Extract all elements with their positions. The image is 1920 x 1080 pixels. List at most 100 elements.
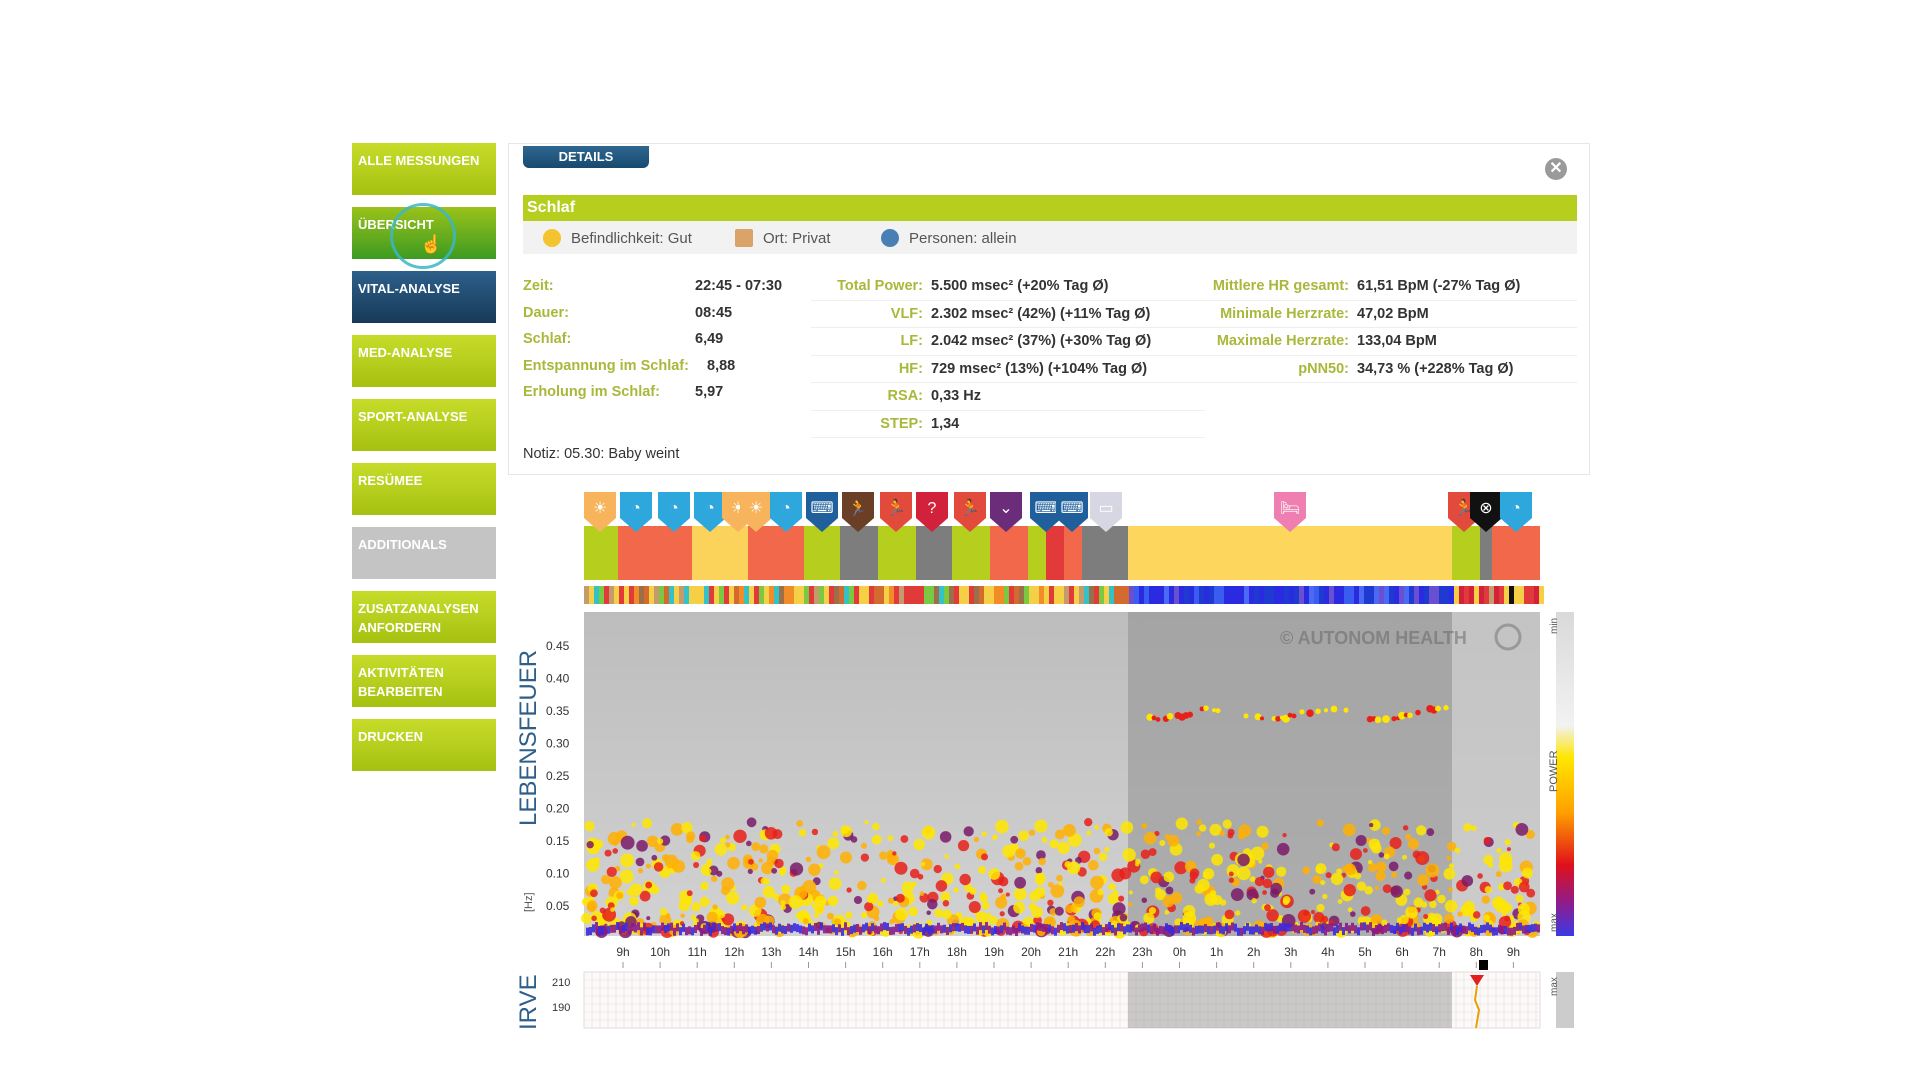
activity-segment[interactable] — [878, 526, 916, 580]
thought-marker-icon[interactable]: ◔ — [694, 492, 726, 532]
hr-strip-cell — [1499, 586, 1504, 604]
hr-strip-cell — [604, 586, 609, 604]
stat-label: Zeit: — [523, 278, 554, 294]
question-marker-icon[interactable]: 🏃 — [880, 492, 912, 532]
stat-label: STEP: — [880, 415, 923, 432]
nav-item-drucken[interactable]: DRUCKEN — [352, 719, 496, 771]
hr-strip-cell — [1254, 586, 1259, 604]
hr-strip-cell — [639, 586, 644, 604]
hr-strip-cell — [1124, 586, 1129, 604]
activity-segment[interactable] — [990, 526, 1028, 580]
x-tick-label: 1h — [1210, 945, 1223, 959]
hr-strip-cell — [1419, 586, 1424, 604]
hr-strip-cell — [1204, 586, 1209, 604]
hr-strip-cell — [1529, 586, 1534, 604]
hr-strip-cell — [1074, 586, 1079, 604]
x-tick-label: 21h — [1058, 945, 1078, 959]
hr-strip-cell — [714, 586, 719, 604]
sun-marker-icon[interactable]: ☀ — [584, 492, 616, 532]
monitor-marker-icon[interactable]: ⌨ — [1056, 492, 1088, 532]
nav-item-alle-messungen[interactable]: ALLE MESSUNGEN — [352, 143, 496, 195]
x-tick-label: 8h — [1470, 945, 1483, 959]
nav-item-label: AKTIVITÄTEN BEARBEITEN — [358, 665, 444, 699]
activity-strip[interactable]: ☀ ◔ ◔ ◔ ☀ ☀ ◔ ⌨ 🏃 🏃? 🏃 ⌄ ⌨ ⌨ ▭ 🛏 🏃 ⊗ ◔ — [584, 492, 1540, 580]
hr-strip-cell — [1354, 586, 1359, 604]
stat-label: Maximale Herzrate: — [1216, 333, 1349, 349]
activity-segment[interactable] — [840, 526, 878, 580]
hr-strip-cell — [1119, 586, 1124, 604]
hr-strip-cell — [1539, 586, 1544, 604]
hr-strip-cell — [1494, 586, 1499, 604]
hr-strip-cell — [1029, 586, 1034, 604]
activity-segment[interactable] — [1492, 526, 1540, 580]
activity-segment[interactable] — [952, 526, 990, 580]
marker-icon[interactable]: ◔ — [1500, 492, 1532, 532]
hr-strip-cell — [1284, 586, 1289, 604]
hr-strip-cell — [1129, 586, 1134, 604]
chevron-marker-icon[interactable]: 🏃 — [954, 492, 986, 532]
activity-segment[interactable] — [748, 526, 804, 580]
thought-marker-icon[interactable]: ⊗ — [1470, 492, 1502, 532]
thought-marker-icon[interactable]: ☀ — [740, 492, 772, 532]
hr-strip-cell — [969, 586, 974, 604]
stat-value: 133,04 BpM — [1357, 333, 1437, 349]
nav-item-resümee[interactable]: RESÜMEE — [352, 463, 496, 515]
hr-strip-cell — [1034, 586, 1039, 604]
activity-segment[interactable] — [1480, 526, 1492, 580]
close-icon[interactable]: ✕ — [1545, 158, 1567, 180]
bed-marker-icon[interactable]: ▭ — [1090, 492, 1122, 532]
legend-max-label: max — [1549, 913, 1560, 932]
nav-item-zusatzanalysen-anfordern[interactable]: ZUSATZANALYSEN ANFORDERN — [352, 591, 496, 643]
hr-strip-cell — [1054, 586, 1059, 604]
hr-strip-cell — [894, 586, 899, 604]
stat-value: 6,49 — [695, 331, 724, 347]
hr-strip-cell — [784, 586, 789, 604]
nav-item-additionals[interactable]: ADDITIONALS — [352, 527, 496, 579]
hr-strip-cell — [1404, 586, 1409, 604]
hr-strip-cell — [724, 586, 729, 604]
activity-segment[interactable] — [1128, 526, 1452, 580]
hr-strip-cell — [1424, 586, 1429, 604]
activity-segment[interactable] — [692, 526, 748, 580]
details-tab[interactable]: DETAILS — [523, 146, 649, 168]
hr-strip-cell — [679, 586, 684, 604]
activity-segment[interactable] — [618, 526, 692, 580]
activity-segment[interactable] — [804, 526, 840, 580]
hr-strip-cell — [1339, 586, 1344, 604]
col1-row: Schlaf: 6,49 — [523, 326, 761, 353]
stat-value: 08:45 — [695, 304, 733, 321]
nav-item-aktivitäten-bearbeiten[interactable]: AKTIVITÄTEN BEARBEITEN — [352, 655, 496, 707]
persons-text: Personen: allein — [909, 230, 1017, 247]
thought-marker-icon[interactable]: ◔ — [658, 492, 690, 532]
hr-strip-cell — [599, 586, 604, 604]
hr-strip-cell — [669, 586, 674, 604]
activity-segment[interactable] — [1028, 526, 1046, 580]
hr-strip-cell — [1169, 586, 1174, 604]
runner-marker-icon[interactable]: 🛏 — [1274, 492, 1306, 532]
activity-segment[interactable] — [1452, 526, 1480, 580]
nav-item-sport-analyse[interactable]: SPORT-ANALYSE — [352, 399, 496, 451]
nav-item-übersicht[interactable]: ÜBERSICHT ☝ — [352, 203, 496, 269]
keyboard-marker-icon[interactable]: ⌄ — [990, 492, 1022, 532]
runner-marker-icon[interactable]: ? — [916, 492, 948, 532]
activity-segment[interactable] — [916, 526, 952, 580]
hr-strip-cell — [1244, 586, 1249, 604]
keyboard-marker-icon[interactable]: ◔ — [770, 492, 802, 532]
hr-strip-cell — [1369, 586, 1374, 604]
hr-strip-cell — [929, 586, 934, 604]
thought-marker-icon[interactable]: ◔ — [620, 492, 652, 532]
nav-item-med-analyse[interactable]: MED-ANALYSE — [352, 335, 496, 387]
keyboard-marker-icon[interactable]: ⌨ — [1030, 492, 1062, 532]
stat-label: Minimale Herzrate: — [1220, 305, 1349, 322]
runner-marker-icon[interactable]: 🏃 — [842, 492, 874, 532]
runner-marker-icon[interactable]: ⌨ — [806, 492, 838, 532]
svg-text:◔: ◔ — [1511, 500, 1521, 517]
activity-segment[interactable] — [1082, 526, 1128, 580]
position-marker[interactable] — [1479, 960, 1488, 970]
hr-strip-cell — [1004, 586, 1009, 604]
stat-value: 22:45 - 07:30 — [695, 278, 783, 294]
activity-segment[interactable] — [584, 526, 618, 580]
activity-segment[interactable] — [1064, 526, 1082, 580]
nav-item-vital-analyse[interactable]: VITAL-ANALYSE — [352, 271, 496, 323]
activity-segment[interactable] — [1046, 526, 1064, 580]
